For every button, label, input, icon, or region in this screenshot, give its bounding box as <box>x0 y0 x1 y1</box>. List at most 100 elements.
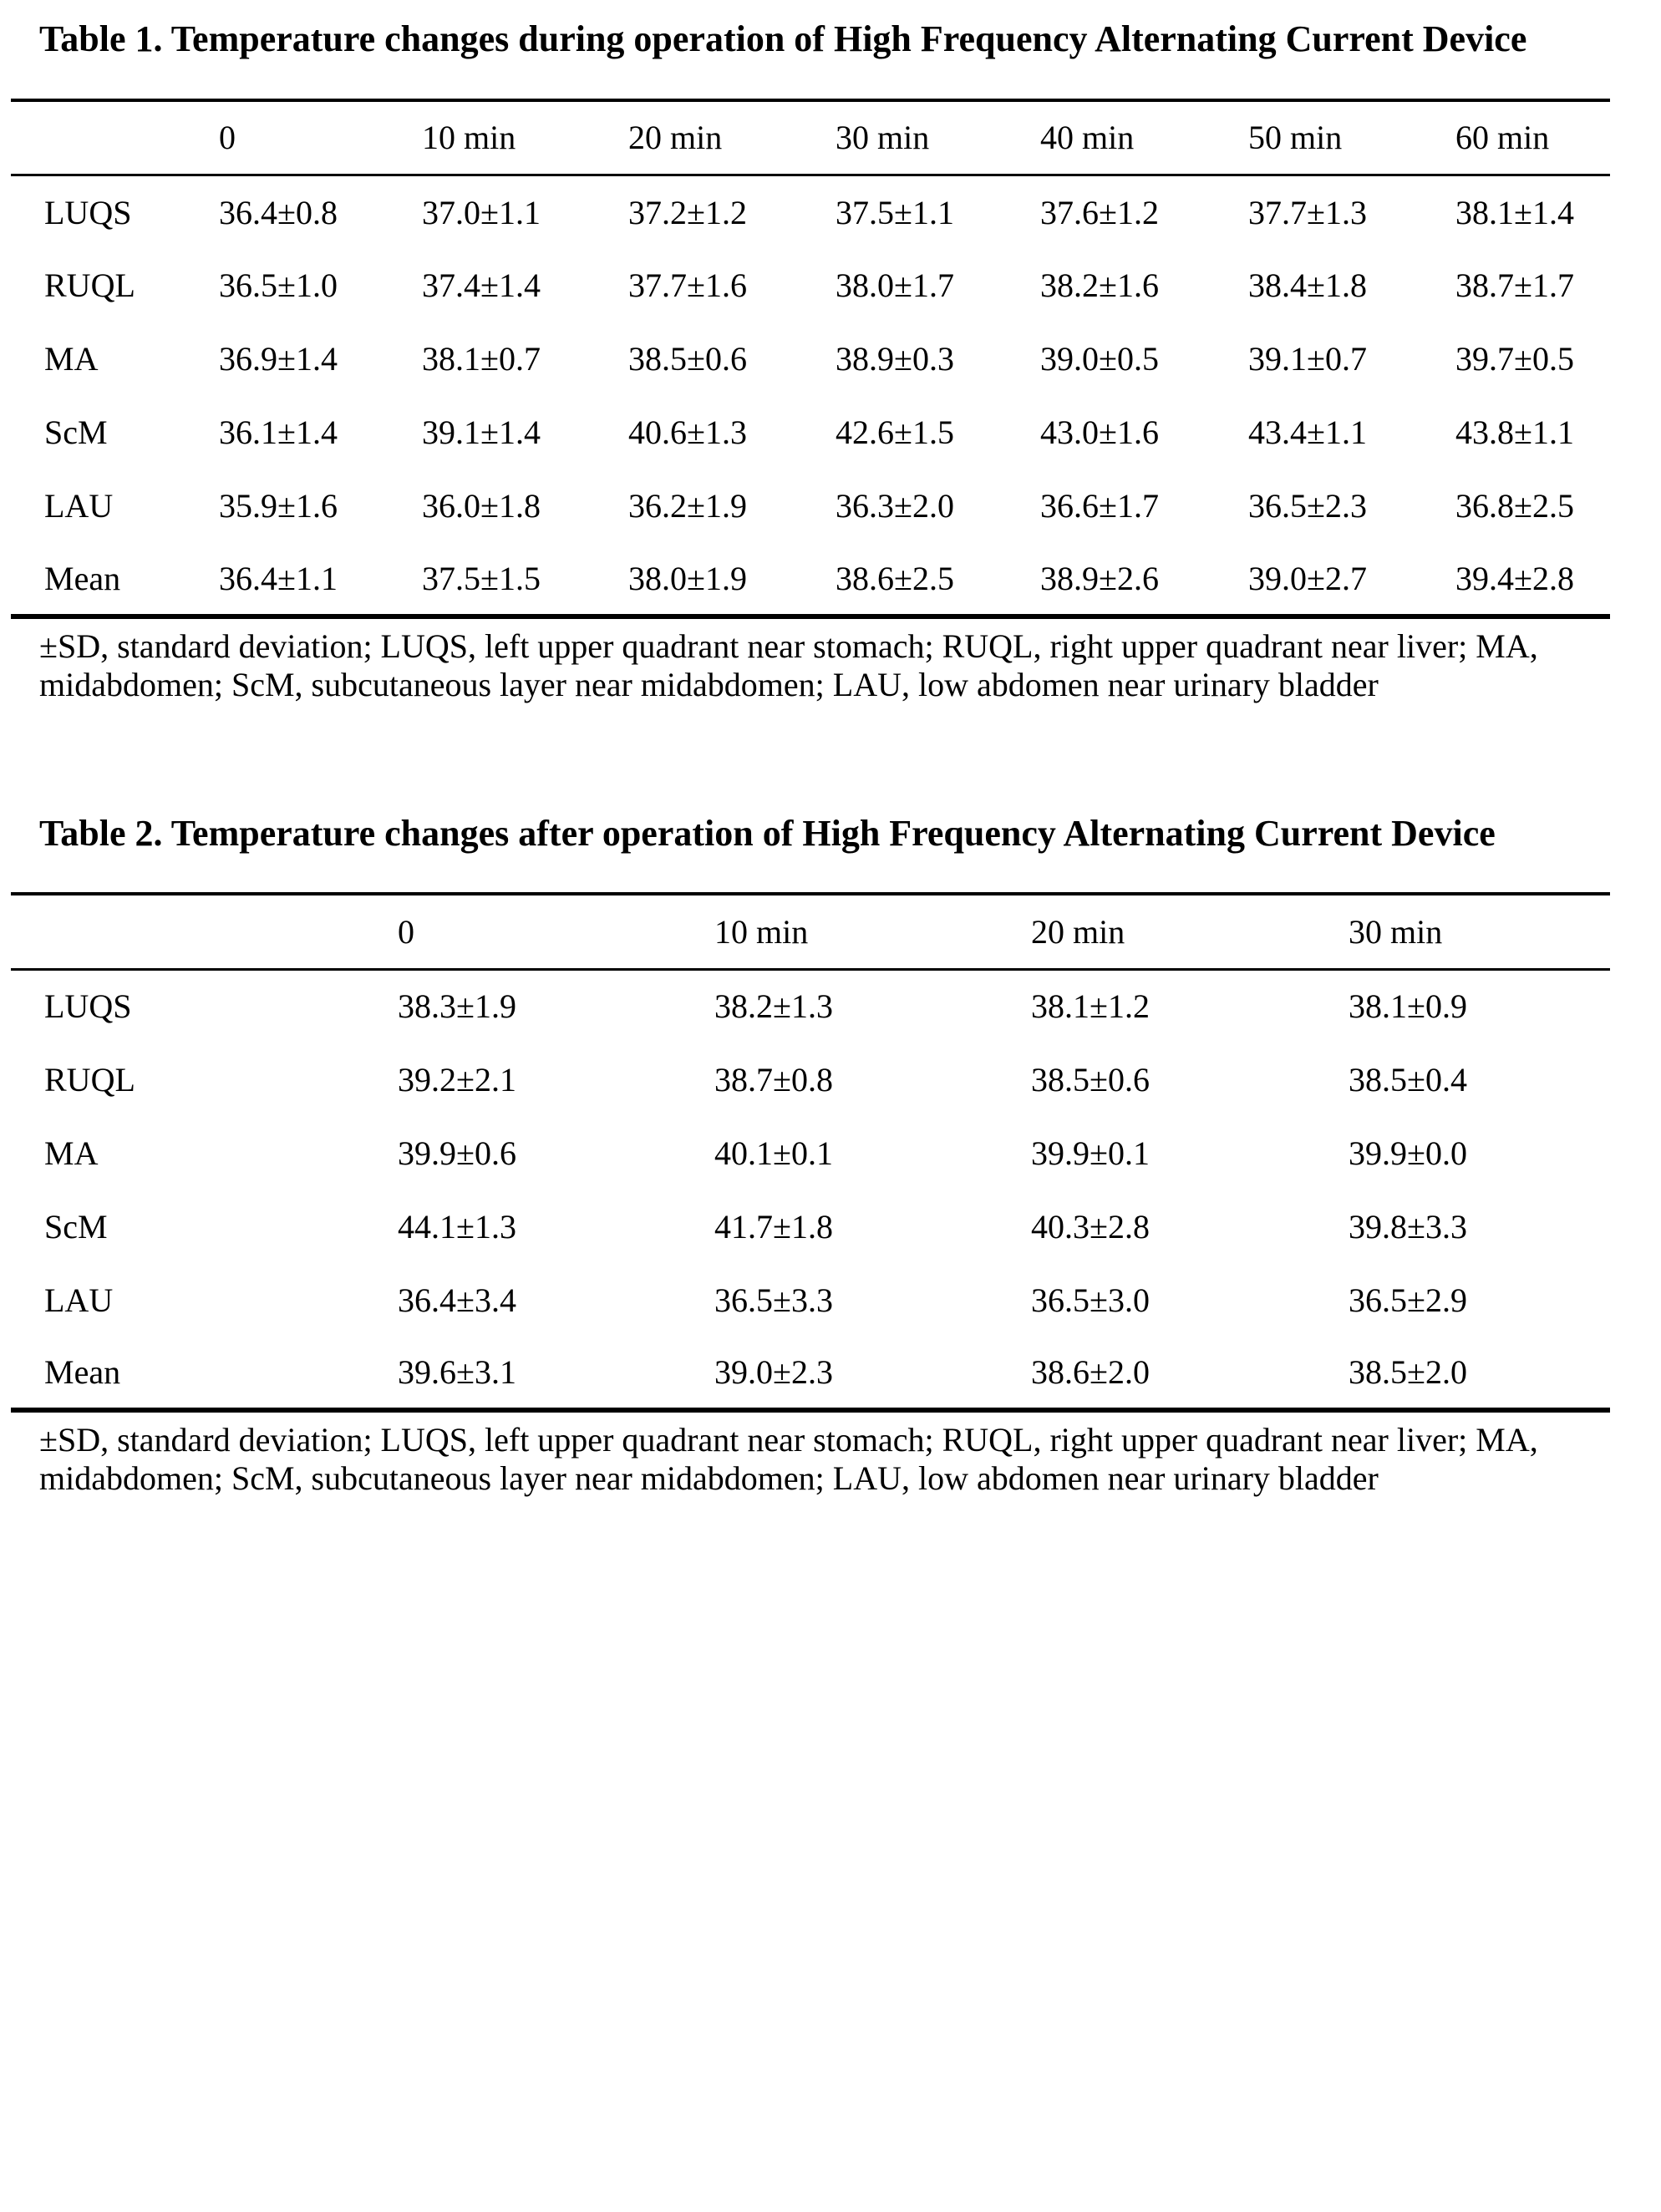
table-row: LAU 36.4±3.4 36.5±3.3 36.5±3.0 36.5±2.9 <box>11 1263 1610 1337</box>
value-cell: 38.5±0.4 <box>1349 1060 1467 1098</box>
value-cell: 38.2±1.6 <box>1040 266 1159 305</box>
table2-section: Table 2. Temperature changes after opera… <box>0 704 1661 1499</box>
value-cell: 38.7±0.8 <box>714 1060 833 1098</box>
row-label: LUQS <box>44 987 132 1026</box>
table-row: ScM 44.1±1.3 41.7±1.8 40.3±2.8 39.8±3.3 <box>11 1190 1610 1263</box>
value-cell: 36.9±1.4 <box>219 340 338 378</box>
value-cell: 38.6±2.5 <box>836 559 954 597</box>
column-header: 0 <box>371 894 688 971</box>
column-header: 10 min <box>688 894 1004 971</box>
table-row: LAU 35.9±1.6 36.0±1.8 36.2±1.9 36.3±2.0 36.6±… <box>11 469 1610 543</box>
value-cell: 38.1±0.9 <box>1349 987 1467 1026</box>
table-row: Mean 36.4±1.1 37.5±1.5 38.0±1.9 38.6±2.5 38.9… <box>11 543 1610 616</box>
column-header: 10 min <box>395 99 602 177</box>
row-label: Mean <box>44 559 121 597</box>
value-cell: 37.6±1.2 <box>1040 193 1159 231</box>
value-cell: 39.1±1.4 <box>422 413 541 452</box>
value-cell: 42.6±1.5 <box>836 413 954 452</box>
column-header-empty <box>11 894 371 971</box>
value-cell: 38.1±1.4 <box>1455 193 1574 231</box>
column-header: 20 min <box>1004 894 1322 971</box>
value-cell: 40.3±2.8 <box>1031 1207 1150 1246</box>
value-cell: 43.0±1.6 <box>1040 413 1159 452</box>
value-cell: 39.1±0.7 <box>1248 340 1367 378</box>
value-cell: 36.5±1.0 <box>219 266 338 305</box>
value-cell: 38.0±1.7 <box>836 266 954 305</box>
table1-header-row: 0 10 min 20 min 30 min 40 min 50 min 60 min <box>11 99 1610 177</box>
table-row: Mean 39.6±3.1 39.0±2.3 38.6±2.0 38.5±2.0 <box>11 1337 1610 1410</box>
value-cell: 36.5±2.9 <box>1349 1281 1467 1319</box>
column-header: 50 min <box>1222 99 1429 177</box>
row-label: MA <box>44 340 99 378</box>
table-row: LUQS 38.3±1.9 38.2±1.3 38.1±1.2 38.1±0.9 <box>11 969 1610 1043</box>
value-cell: 37.4±1.4 <box>422 266 541 305</box>
value-cell: 40.6±1.3 <box>628 413 747 452</box>
value-cell: 39.7±0.5 <box>1455 340 1574 378</box>
table-row: ScM 36.1±1.4 39.1±1.4 40.6±1.3 42.6±1.5 43.0±… <box>11 396 1610 469</box>
value-cell: 37.0±1.1 <box>422 193 541 231</box>
value-cell: 39.2±2.1 <box>398 1060 516 1098</box>
value-cell: 36.5±3.0 <box>1031 1281 1150 1319</box>
table2-footnote: ±SD, standard deviation; LUQS, left uppe… <box>39 1421 1538 1498</box>
value-cell: 39.0±2.3 <box>714 1353 833 1392</box>
value-cell: 38.1±0.7 <box>422 340 541 378</box>
value-cell: 38.2±1.3 <box>714 987 833 1026</box>
column-header: 0 <box>192 99 395 177</box>
table2-temperature-after-operation: 0 10 min 20 min 30 min LUQS 38.3±1.9 38.2±1.3… <box>11 892 1610 1413</box>
value-cell: 36.4±1.1 <box>219 559 338 597</box>
value-cell: 44.1±1.3 <box>398 1207 516 1246</box>
value-cell: 36.4±0.8 <box>219 193 338 231</box>
column-header: 60 min <box>1429 99 1610 177</box>
value-cell: 36.6±1.7 <box>1040 487 1159 525</box>
value-cell: 37.5±1.1 <box>836 193 954 231</box>
table1-title: Table 1. Temperature changes during oper… <box>39 18 1527 59</box>
value-cell: 38.6±2.0 <box>1031 1353 1150 1392</box>
value-cell: 39.9±0.0 <box>1349 1134 1467 1172</box>
column-header-empty <box>11 99 192 177</box>
value-cell: 38.5±2.0 <box>1349 1353 1467 1392</box>
row-label: ScM <box>44 1207 108 1246</box>
column-header: 30 min <box>809 99 1013 177</box>
row-label: MA <box>44 1134 99 1172</box>
value-cell: 38.1±1.2 <box>1031 987 1150 1026</box>
value-cell: 39.0±2.7 <box>1248 559 1367 597</box>
value-cell: 35.9±1.6 <box>219 487 338 525</box>
value-cell: 36.5±3.3 <box>714 1281 833 1319</box>
value-cell: 38.0±1.9 <box>628 559 747 597</box>
value-cell: 43.8±1.1 <box>1455 413 1574 452</box>
table1-temperature-during-operation: 0 10 min 20 min 30 min 40 min 50 min 60 min LU… <box>11 98 1610 619</box>
value-cell: 37.5±1.5 <box>422 559 541 597</box>
row-label: LAU <box>44 487 114 525</box>
row-label: LAU <box>44 1281 114 1319</box>
value-cell: 37.7±1.6 <box>628 266 747 305</box>
row-label: Mean <box>44 1353 121 1392</box>
value-cell: 38.5±0.6 <box>628 340 747 378</box>
column-header: 40 min <box>1013 99 1222 177</box>
row-label: ScM <box>44 413 108 452</box>
table-row: RUQL 36.5±1.0 37.4±1.4 37.7±1.6 38.0±1.7 38.2… <box>11 249 1610 322</box>
table-row: RUQL 39.2±2.1 38.7±0.8 38.5±0.6 38.5±0.4 <box>11 1043 1610 1116</box>
table2-header-row: 0 10 min 20 min 30 min <box>11 894 1610 971</box>
value-cell: 38.5±0.6 <box>1031 1060 1150 1098</box>
value-cell: 36.3±2.0 <box>836 487 954 525</box>
table2-title: Table 2. Temperature changes after opera… <box>39 812 1496 854</box>
column-header: 30 min <box>1322 894 1610 971</box>
table-row: MA 39.9±0.6 40.1±0.1 39.9±0.1 39.9±0.0 <box>11 1116 1610 1190</box>
value-cell: 39.4±2.8 <box>1455 559 1574 597</box>
row-label: RUQL <box>44 266 135 305</box>
value-cell: 39.0±0.5 <box>1040 340 1159 378</box>
value-cell: 38.7±1.7 <box>1455 266 1574 305</box>
value-cell: 43.4±1.1 <box>1248 413 1367 452</box>
value-cell: 36.2±1.9 <box>628 487 747 525</box>
value-cell: 39.8±3.3 <box>1349 1207 1467 1246</box>
row-label: LUQS <box>44 193 132 231</box>
value-cell: 38.4±1.8 <box>1248 266 1367 305</box>
value-cell: 38.9±0.3 <box>836 340 954 378</box>
value-cell: 36.4±3.4 <box>398 1281 516 1319</box>
value-cell: 39.9±0.6 <box>398 1134 516 1172</box>
value-cell: 38.9±2.6 <box>1040 559 1159 597</box>
table-row: MA 36.9±1.4 38.1±0.7 38.5±0.6 38.9±0.3 39.0±0… <box>11 322 1610 396</box>
value-cell: 37.2±1.2 <box>628 193 747 231</box>
value-cell: 36.5±2.3 <box>1248 487 1367 525</box>
